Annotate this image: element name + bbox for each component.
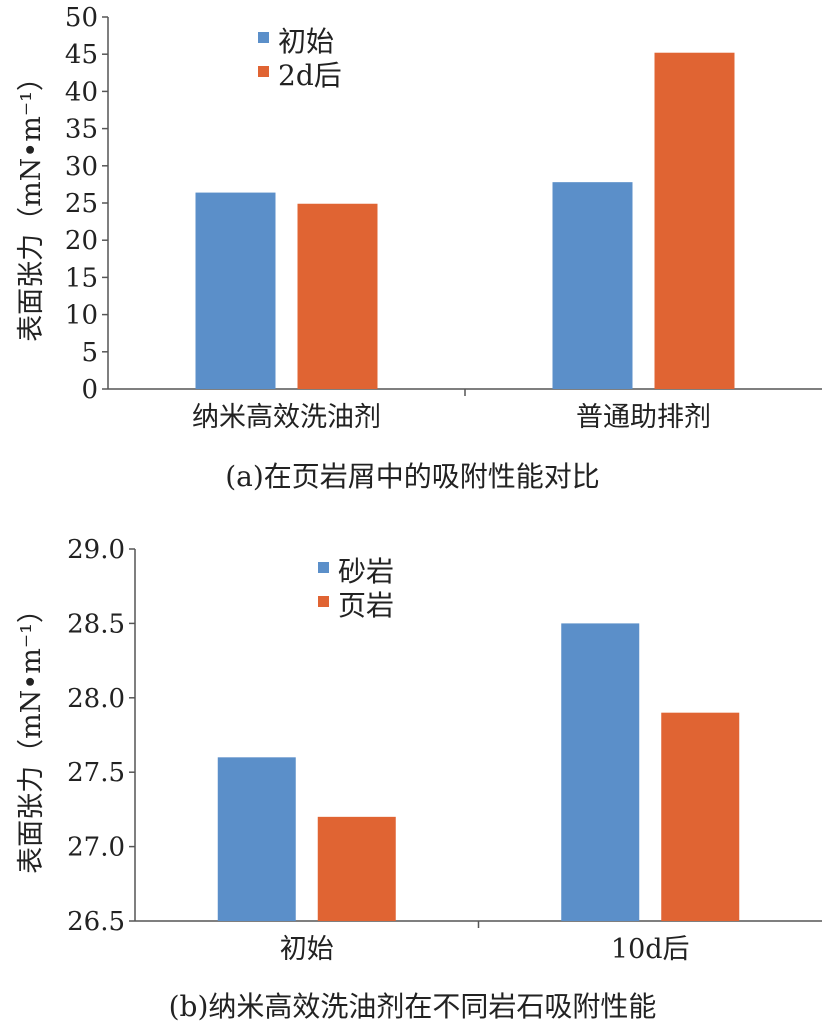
y-tick-label: 29.0 (67, 535, 125, 565)
y-tick-label: 35 (65, 115, 98, 145)
category-label: 普通助排剂 (576, 402, 711, 433)
y-tick-label: 28.5 (67, 609, 125, 639)
y-tick-label: 26.5 (67, 907, 125, 937)
y-tick-label: 28.0 (67, 684, 125, 714)
y-tick-label: 0 (81, 375, 98, 405)
chart-b-caption: (b)纳米高效洗油剂在不同岩石吸附性能 (168, 990, 657, 1023)
chart-b-svg: 表面张力（mN•m⁻¹） 26.5 27.0 27.5 28.0 28.5 29.0 初始 10… (16, 535, 822, 965)
y-tick-label: 27.0 (67, 833, 125, 863)
legend-label: 页岩 (338, 589, 394, 622)
y-tick-label: 25 (65, 189, 98, 219)
y-tick-label: 5 (81, 338, 98, 368)
y-tick-label: 40 (65, 77, 98, 107)
legend-label: 初始 (278, 25, 334, 58)
category-label: 纳米高效洗油剂 (192, 402, 381, 433)
y-tick-label: 20 (65, 226, 98, 256)
y-axis-label: 表面张力（mN•m⁻¹） (16, 596, 47, 874)
legend-label: 2d后 (278, 59, 342, 92)
category-label: 10d后 (611, 934, 690, 965)
legend-swatch (258, 66, 269, 77)
y-axis-label: 表面张力（mN•m⁻¹） (16, 64, 47, 342)
bar (654, 52, 735, 389)
legend-swatch (318, 596, 329, 607)
bar (317, 816, 396, 921)
y-tick-label: 15 (65, 263, 98, 293)
category-label: 初始 (280, 934, 334, 965)
chart-a-svg: 表面张力（mN•m⁻¹） 0 5 10 15 20 25 30 35 40 45 50 纳米高效洗油剂 普… (16, 3, 822, 433)
y-tick-label: 30 (65, 152, 98, 182)
legend-swatch (318, 562, 329, 573)
y-tick-label: 50 (65, 3, 98, 33)
legend-label: 砂岩 (338, 555, 394, 588)
bar (661, 712, 740, 921)
y-tick-label: 27.5 (67, 758, 125, 788)
bar (195, 192, 276, 389)
bar (297, 203, 378, 389)
bar (552, 182, 633, 389)
y-tick-label: 10 (65, 301, 98, 331)
bar (561, 623, 640, 921)
bar (217, 757, 296, 921)
chart-a: 表面张力（mN•m⁻¹） 0 5 10 15 20 25 30 35 40 45 50 纳米高效洗油剂 普… (0, 0, 825, 500)
legend-swatch (258, 32, 269, 43)
chart-a-caption: (a)在页岩屑中的吸附性能对比 (225, 460, 600, 493)
y-tick-label: 45 (65, 40, 98, 70)
chart-b: 表面张力（mN•m⁻¹） 26.5 27.0 27.5 28.0 28.5 29.0 初始 10… (0, 530, 825, 1024)
